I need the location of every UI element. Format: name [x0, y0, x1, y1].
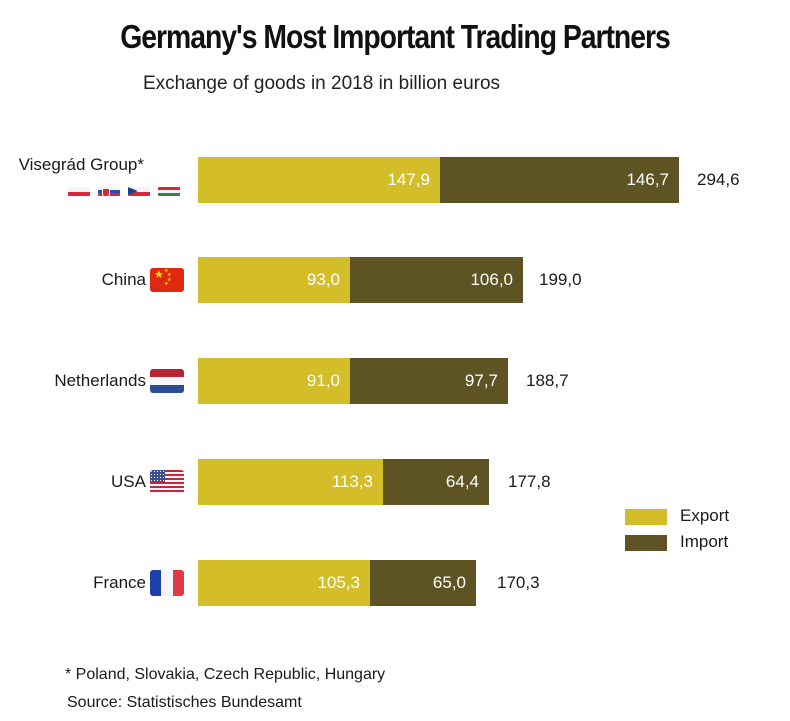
- export-segment: 91,0: [198, 358, 350, 404]
- hungary-flag-icon: [158, 187, 180, 196]
- total-value: 188,7: [526, 371, 569, 390]
- import-segment: 97,7: [350, 358, 508, 404]
- total-value: 177,8: [508, 472, 551, 491]
- export-segment: 93,0: [198, 257, 350, 303]
- import-segment: 65,0: [370, 560, 476, 606]
- export-value: 93,0: [306, 270, 340, 289]
- bar-row-netherlands: Netherlands 91,0 97,7 188,7: [0, 358, 790, 404]
- czech-flag-icon: [128, 187, 150, 196]
- import-value: 106,0: [470, 270, 513, 289]
- total-value: 199,0: [539, 270, 582, 289]
- china-flag-icon: ★ ★ ★ ★ ★: [150, 268, 184, 292]
- legend-label: Export: [680, 506, 730, 525]
- source-note: Source: Statistisches Bundesamt: [67, 694, 302, 711]
- export-swatch: [625, 509, 667, 525]
- import-swatch: [625, 535, 667, 551]
- export-value: 113,3: [331, 472, 373, 491]
- stacked-bar: 105,3 65,0: [198, 560, 476, 606]
- legend-item-import: Import: [625, 532, 785, 554]
- legend-label: Import: [680, 532, 729, 551]
- france-flag-icon: [150, 570, 184, 596]
- import-segment: 146,7: [440, 157, 679, 203]
- total-value: 294,6: [697, 170, 740, 189]
- chart-subtitle: Exchange of goods in 2018 in billion eur…: [143, 73, 501, 94]
- category-label: USA: [111, 472, 146, 491]
- import-value: 65,0: [432, 573, 466, 592]
- poland-flag-icon: [68, 187, 90, 196]
- total-value: 170,3: [497, 573, 540, 592]
- netherlands-flag-icon: [150, 369, 184, 393]
- slovakia-flag-icon: [98, 187, 120, 196]
- bar-row-china: China ★ ★ ★ ★ ★ 93,0 106,0 199,0: [0, 257, 790, 303]
- category-label: Netherlands: [54, 371, 146, 390]
- export-segment: 105,3: [198, 560, 370, 606]
- category-label: France: [93, 573, 146, 592]
- import-segment: 106,0: [350, 257, 523, 303]
- export-value: 91,0: [306, 371, 340, 390]
- stacked-bar: 113,3 64,4: [198, 459, 489, 505]
- import-segment: 64,4: [383, 459, 489, 505]
- export-value: 105,3: [317, 573, 360, 592]
- bar-row-usa: USA 113,3 64,4 177,8: [0, 459, 790, 505]
- export-segment: 147,9: [198, 157, 440, 203]
- import-value: 146,7: [626, 170, 669, 189]
- legend-item-export: Export: [625, 506, 785, 528]
- category-label: China: [101, 270, 146, 289]
- export-segment: 113,3: [198, 459, 383, 505]
- import-value: 97,7: [464, 371, 498, 390]
- stacked-bar: 147,9 146,7: [198, 157, 679, 203]
- category-label: Visegrád Group*: [18, 155, 144, 174]
- export-value: 147,9: [387, 170, 430, 189]
- usa-flag-icon: [150, 470, 184, 494]
- bar-row-france: France 105,3 65,0 170,3: [0, 560, 790, 606]
- import-value: 64,4: [445, 472, 479, 491]
- stacked-bar: 93,0 106,0: [198, 257, 523, 303]
- chart-title: Germany's Most Important Trading Partner…: [120, 18, 671, 55]
- stacked-bar: 91,0 97,7: [198, 358, 508, 404]
- footnote: * Poland, Slovakia, Czech Republic, Hung…: [65, 666, 386, 683]
- bar-row-visegrad: Visegrád Group* 147,9 146,7 294,6: [0, 155, 790, 203]
